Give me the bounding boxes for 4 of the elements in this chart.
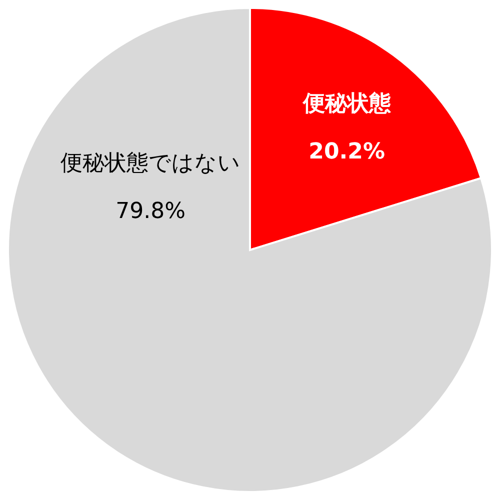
slice-label: 便秘状態 — [302, 90, 392, 117]
data-label: 79.8% — [116, 198, 186, 224]
data-label: 20.2% — [308, 140, 386, 165]
slice-label: 便秘状態ではない — [60, 150, 241, 176]
